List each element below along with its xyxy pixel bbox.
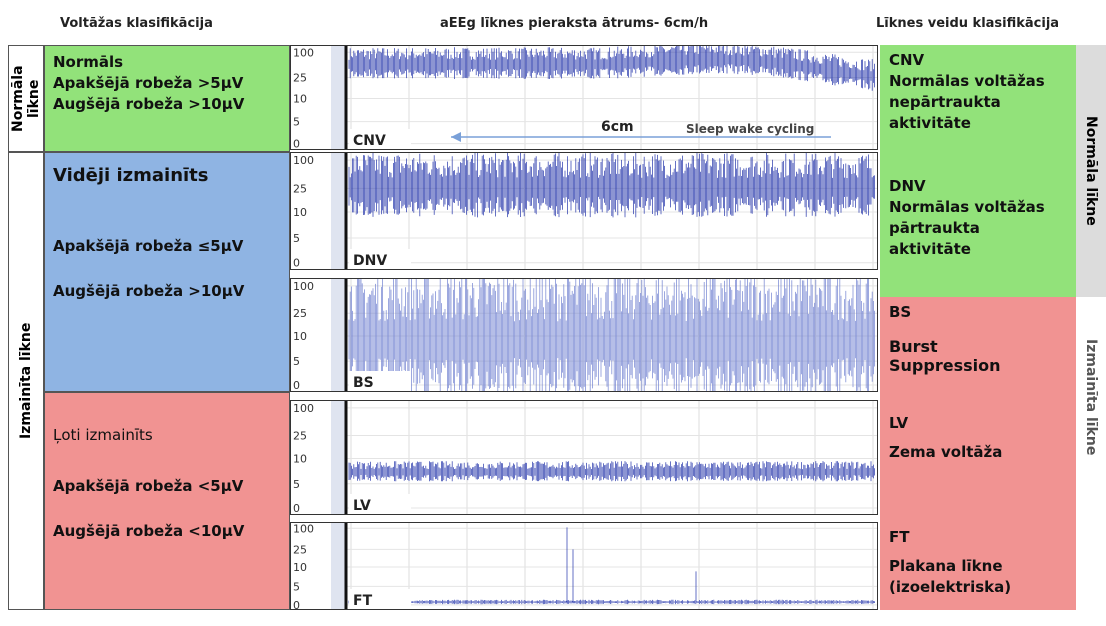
axis-bar [331,523,345,609]
type-desc: nepārtraukta [889,93,1001,111]
type-box: BS Burst Suppression [880,297,1076,394]
voltage-limit: Apakšējā robeža >5µV [53,74,244,92]
voltage-title: Ļoti izmainīts [53,426,153,444]
voltage-title: Vidēji izmainīts [53,165,209,186]
y-tick-label: 100 [293,402,314,415]
axis-bar [331,46,345,149]
type-desc: Normālas voltāžas [889,72,1045,90]
type-code: CNV [889,51,925,69]
y-tick-label: 25 [293,543,307,556]
type-desc: Zema voltāža [889,443,1003,461]
y-tick-label: 0 [293,257,300,270]
type-desc: Suppression [889,356,1001,375]
annotation: Sleep wake cycling [686,122,814,136]
y-tick-label: 10 [293,93,307,106]
header-center: aEEg līknes pieraksta ātrums- 6cm/h [440,16,709,31]
voltage-box: Vidēji izmainīts Apakšējā robeža ≤5µV Augš… [44,152,290,392]
type-code: FT [889,528,910,546]
axis-bar [331,279,345,391]
annotation: 6cm [601,119,634,135]
label-bg [349,494,411,514]
type-desc: aktivitāte [889,114,971,132]
y-tick-label: 25 [293,72,307,85]
voltage-title: Normāls [53,53,124,71]
voltage-box: Normāls Apakšējā robeža >5µV Augšējā robež… [44,45,290,152]
y-tick-label: 0 [293,502,300,515]
type-box: DNV Normālas voltāžas pārtraukta aktivitāte [880,171,1076,297]
type-code: BS [889,303,912,321]
y-tick-label: 10 [293,330,307,343]
panel-label: FT [353,593,373,609]
type-desc: Normālas voltāžas [889,198,1045,216]
y-tick-label: 100 [293,154,314,167]
aeeg-panel: 100 25 10 5 0 DNV [290,152,878,270]
panel-label: DNV [353,253,387,269]
side-label: Normāla līkne [8,45,44,152]
type-box: CNV Normālas voltāžas nepārtraukta aktivitā… [880,45,1076,171]
y-tick-label: 5 [293,478,300,491]
trace [348,46,875,91]
aeeg-panel: 100 25 10 5 0 LV [290,400,878,515]
side-label: Normāla līkne [1076,45,1106,297]
y-tick-label: 5 [293,232,300,245]
y-tick-label: 0 [293,138,300,150]
side-label: Izmainīta līkne [8,152,44,610]
header-left: Voltāžas klasifikācija [60,16,213,31]
label-bg [349,249,411,269]
aeeg-panel: 100 25 10 5 0 FT [290,522,878,610]
type-box: FT Plakana līkne (izoelektriska) [880,508,1076,610]
header-right: Līknes veidu klasifikācija [876,16,1060,31]
y-tick-label: 10 [293,561,307,574]
y-tick-label: 100 [293,522,314,535]
type-desc: Plakana līkne [889,557,1003,575]
label-bg [349,589,411,609]
aeeg-panel: 100 25 10 5 0 CNV 6cm Sleep wake cycling [290,45,878,150]
y-tick-label: 10 [293,206,307,219]
trace [348,461,875,482]
type-box: LV Zema voltāža [880,394,1076,508]
type-desc: pārtraukta [889,219,980,237]
side-label: Izmainīta līkne [1083,338,1099,456]
y-tick-label: 25 [293,307,307,320]
y-tick-label: 25 [293,430,307,443]
type-desc: Burst [889,337,938,356]
type-desc: aktivitāte [889,240,971,258]
arrow-head [451,132,461,142]
type-code: LV [889,414,909,432]
trace [348,153,875,218]
y-tick-label: 100 [293,280,314,293]
label-bg [349,371,411,391]
y-tick-label: 5 [293,580,300,593]
type-desc: (izoelektriska) [889,578,1012,596]
axis-bar [331,153,345,269]
y-tick-label: 5 [293,116,300,129]
trace [348,279,875,391]
y-tick-label: 25 [293,182,307,195]
panel-label: LV [353,498,371,514]
y-tick-label: 0 [293,379,300,392]
type-code: DNV [889,177,926,195]
aeeg-panel: 100 25 10 5 0 BS [290,278,878,392]
panel-label: CNV [353,133,386,149]
y-tick-label: 5 [293,355,300,368]
voltage-box: Ļoti izmainīts Apakšējā robeža <5µV Augšēj… [44,392,290,610]
y-tick-label: 0 [293,599,300,610]
y-tick-label: 100 [293,46,314,59]
voltage-limit: Augšējā robeža <10µV [53,522,245,540]
y-tick-label: 10 [293,453,307,466]
label-bg [349,129,411,149]
voltage-limit: Apakšējā robeža <5µV [53,477,244,495]
panel-label: BS [353,375,374,391]
axis-bar [331,401,345,514]
voltage-limit: Augšējā robeža >10µV [53,282,245,300]
voltage-limit: Augšējā robeža >10µV [53,95,245,113]
voltage-limit: Apakšējā robeža ≤5µV [53,237,244,255]
